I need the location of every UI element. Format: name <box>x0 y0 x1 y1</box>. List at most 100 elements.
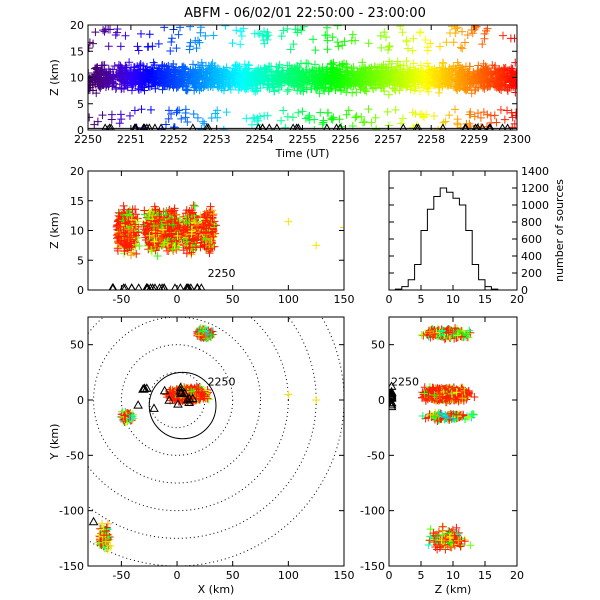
source-mark <box>277 116 286 125</box>
y-tick-label: 0 <box>77 124 84 137</box>
source-mark <box>243 73 252 82</box>
source-mark <box>510 34 517 43</box>
source-mark <box>112 83 121 92</box>
source-mark <box>218 78 227 87</box>
source-mark <box>441 80 450 89</box>
source-mark <box>227 70 236 79</box>
source-mark <box>430 112 439 121</box>
source-mark <box>283 87 292 96</box>
source-mark <box>402 36 411 45</box>
source-mark <box>386 67 395 76</box>
source-mark <box>329 113 338 122</box>
source-mark <box>256 84 265 93</box>
source-mark <box>458 27 467 36</box>
source-mark <box>131 210 140 219</box>
source-mark <box>357 112 366 121</box>
source-mark <box>473 83 482 92</box>
source-mark <box>229 78 238 87</box>
source-mark <box>258 31 267 40</box>
source-mark <box>191 82 200 91</box>
source-mark <box>418 71 427 80</box>
source-mark <box>98 111 107 120</box>
station-marker <box>183 283 192 290</box>
station-marker <box>151 283 159 290</box>
source-mark <box>397 71 406 80</box>
source-mark <box>263 80 272 89</box>
source-mark <box>506 78 515 87</box>
y-tick-label: 0 <box>521 284 528 297</box>
source-mark <box>408 46 417 55</box>
source-mark <box>148 63 157 72</box>
source-mark <box>267 62 276 71</box>
source-mark <box>380 87 389 96</box>
source-mark <box>165 75 174 84</box>
x-tick-label: 2300 <box>503 133 531 146</box>
source-mark <box>125 111 134 120</box>
source-mark <box>145 231 154 240</box>
source-mark <box>149 58 158 67</box>
source-mark <box>466 107 475 116</box>
source-mark <box>143 67 152 76</box>
source-mark <box>442 38 451 47</box>
source-mark <box>492 78 501 87</box>
source-mark <box>336 71 345 80</box>
source-mark <box>391 105 400 114</box>
source-mark <box>195 63 204 72</box>
source-mark <box>189 109 198 118</box>
histogram-line <box>389 187 517 290</box>
source-mark <box>143 42 152 51</box>
source-mark <box>309 35 318 44</box>
source-mark <box>320 77 329 86</box>
source-mark <box>148 42 157 51</box>
source-mark <box>335 115 344 124</box>
source-mark <box>311 46 320 55</box>
source-mark <box>159 72 168 81</box>
source-mark <box>449 38 458 47</box>
source-mark <box>338 60 347 69</box>
source-mark <box>202 224 211 233</box>
source-mark <box>167 110 176 119</box>
source-mark <box>447 81 456 90</box>
source-mark <box>268 77 277 86</box>
x-tick-label: 2255 <box>289 133 317 146</box>
source-mark <box>473 109 482 118</box>
source-mark <box>150 237 159 246</box>
source-mark <box>286 76 295 85</box>
source-mark <box>323 45 332 54</box>
source-mark <box>304 59 313 68</box>
source-mark <box>384 90 393 99</box>
x-tick-label: 150 <box>334 293 355 306</box>
y-tick-label: 10 <box>70 225 84 238</box>
source-mark <box>121 241 130 250</box>
source-mark <box>130 63 139 72</box>
source-mark <box>398 28 407 37</box>
source-mark <box>183 225 192 234</box>
source-mark <box>245 75 254 84</box>
source-mark <box>284 217 293 226</box>
source-mark <box>364 39 373 48</box>
y-tick-label: 5 <box>77 98 84 111</box>
source-mark <box>263 28 272 37</box>
source-mark <box>104 42 113 51</box>
source-mark <box>191 243 200 252</box>
x-tick-label: 2256 <box>331 133 359 146</box>
source-mark <box>315 66 324 75</box>
source-mark <box>113 25 122 33</box>
source-mark <box>210 69 219 78</box>
source-mark <box>500 65 509 74</box>
source-mark <box>279 106 288 115</box>
source-mark <box>474 61 483 70</box>
source-mark <box>121 228 130 237</box>
source-mark <box>204 61 213 70</box>
source-mark <box>182 249 191 258</box>
source-mark <box>333 25 342 30</box>
source-mark <box>479 72 488 81</box>
station-marker <box>155 283 164 290</box>
source-mark <box>483 110 492 119</box>
source-mark <box>219 65 228 74</box>
y-tick-label: 15 <box>70 45 84 58</box>
source-mark <box>130 106 139 115</box>
source-mark <box>190 68 199 77</box>
source-mark <box>234 72 243 81</box>
source-mark <box>334 42 343 51</box>
